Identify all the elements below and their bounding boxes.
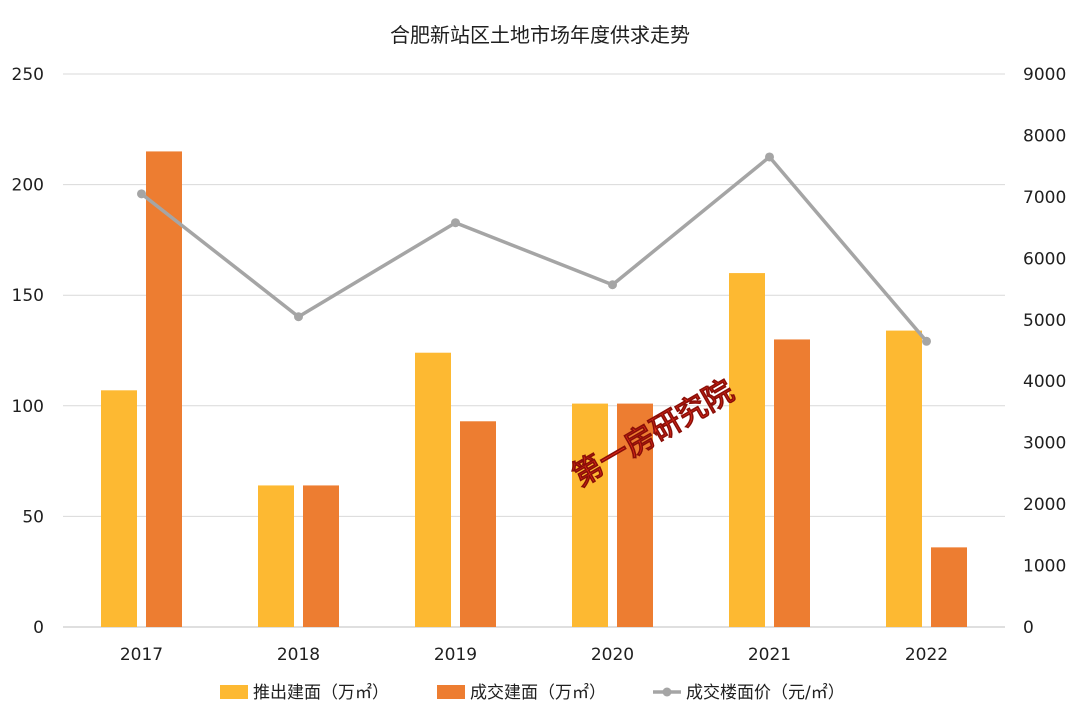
price-point [294, 312, 303, 322]
legend: 推出建面（万㎡） 成交建面（万㎡） 成交楼面价（元/㎡） [220, 683, 845, 703]
bar-transaction [774, 339, 810, 627]
right-tick-label: 2000 [1023, 495, 1066, 515]
right-tick-label: 1000 [1023, 557, 1066, 577]
chart-title: 合肥新站区土地市场年度供求走势 [390, 23, 690, 47]
left-tick-label: 250 [12, 65, 44, 85]
bar-series [101, 151, 967, 628]
x-tick-label: 2019 [434, 645, 477, 665]
left-tick-label: 0 [33, 618, 44, 638]
price-line [140, 155, 928, 343]
legend-item: 成交建面（万㎡） [437, 683, 606, 703]
left-tick-label: 50 [22, 507, 44, 527]
price-point [451, 218, 460, 228]
right-tick-label: 5000 [1023, 311, 1066, 331]
left-tick-label: 200 [12, 176, 44, 196]
bar-transaction [460, 421, 496, 627]
bar-supply [886, 330, 922, 627]
right-tick-label: 6000 [1023, 249, 1066, 269]
x-tick-label: 2018 [277, 645, 320, 665]
gridlines [63, 73, 1005, 628]
x-axis: 2017 2018 2019 2020 2021 2022 [120, 645, 948, 665]
bar-supply [729, 273, 765, 627]
right-tick-label: 7000 [1023, 188, 1066, 208]
x-tick-label: 2020 [591, 645, 634, 665]
price-point [137, 189, 146, 199]
right-tick-label: 9000 [1023, 65, 1066, 85]
bar-supply [258, 485, 294, 627]
price-point [608, 280, 617, 290]
legend-swatch [437, 685, 465, 699]
bar-transaction [146, 151, 182, 628]
legend-label: 成交楼面价（元/㎡） [686, 683, 845, 703]
x-tick-label: 2017 [120, 645, 163, 665]
price-point [765, 152, 774, 162]
legend-swatch [220, 685, 248, 699]
legend-label: 成交建面（万㎡） [470, 683, 606, 703]
bar-transaction [303, 485, 339, 627]
bar-supply [415, 352, 451, 627]
legend-item: 推出建面（万㎡） [220, 683, 389, 703]
left-axis: 0 50 100 150 200 250 [12, 65, 44, 638]
line-series [137, 152, 931, 346]
bar-supply [572, 403, 608, 627]
x-tick-label: 2021 [748, 645, 791, 665]
right-tick-label: 4000 [1023, 372, 1066, 392]
right-tick-label: 0 [1023, 618, 1034, 638]
legend-swatch-marker [662, 687, 672, 697]
right-tick-label: 3000 [1023, 434, 1066, 454]
bar-transaction [617, 403, 653, 627]
right-tick-label: 8000 [1023, 126, 1066, 146]
legend-item: 成交楼面价（元/㎡） [653, 683, 845, 703]
right-axis: 0 1000 2000 3000 4000 5000 6000 7000 8000 9000 [1023, 65, 1066, 638]
legend-label: 推出建面（万㎡） [253, 683, 389, 703]
left-tick-label: 100 [12, 397, 44, 417]
bar-supply [101, 390, 137, 627]
price-point [922, 336, 931, 346]
left-tick-label: 150 [12, 286, 44, 306]
x-tick-label: 2022 [905, 645, 948, 665]
bar-transaction [931, 547, 967, 627]
